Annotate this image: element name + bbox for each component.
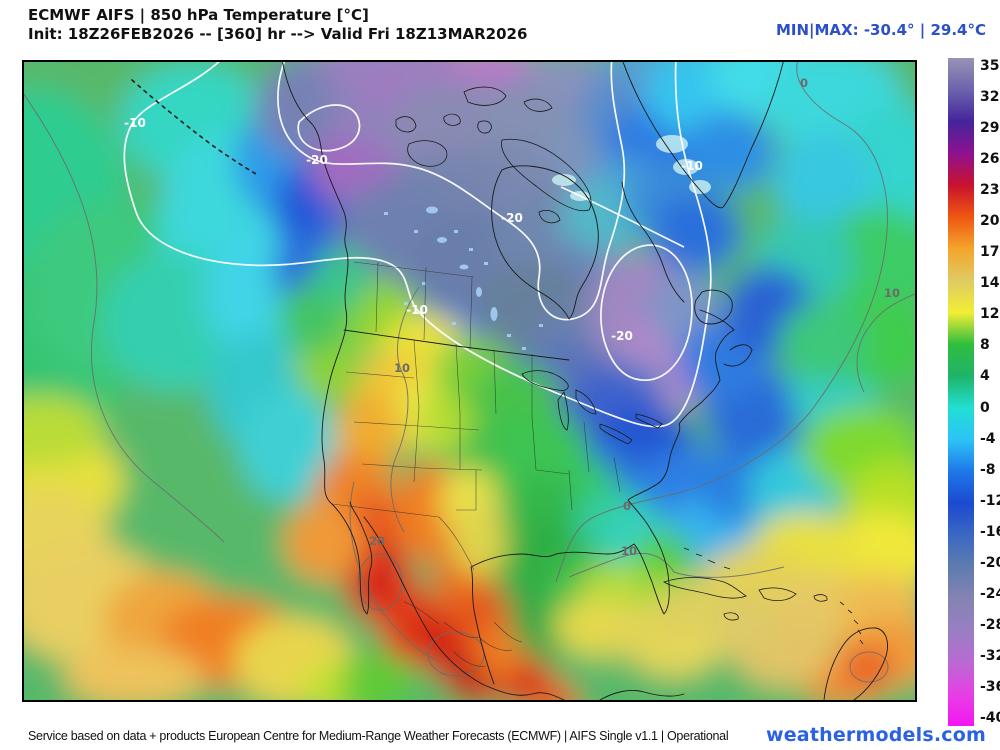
- colorbar-tick: -36: [980, 678, 1000, 695]
- colorbar-tick: 17: [980, 244, 1000, 261]
- colorbar-tick: 14: [980, 275, 1000, 292]
- contour-label: 0: [800, 76, 808, 90]
- contour-label: 10: [884, 286, 900, 300]
- colorbar-tick: 35: [980, 58, 1000, 74]
- title-block: ECMWF AIFS | 850 hPa Temperature [°C] In…: [28, 6, 527, 44]
- caribbean-islands: [663, 547, 864, 645]
- contour-label: -10: [406, 303, 428, 317]
- colorbar-tick: 20: [980, 213, 1000, 230]
- weathermodels-logo[interactable]: weathermodels.com: [765, 724, 986, 746]
- temperature-field: [24, 62, 915, 700]
- contour-label: -20: [501, 211, 523, 225]
- colorbar-tick: 12: [980, 306, 1000, 323]
- colorbar-tick: -12: [980, 492, 1000, 509]
- map-canvas[interactable]: -10 -20 -20 -10 -20 -10 0 10 10 0 10 20: [22, 60, 917, 702]
- colorbar-tick: -20: [980, 554, 1000, 571]
- colorbar-tick: -4: [980, 430, 996, 447]
- contour-label: -20: [306, 153, 328, 167]
- contour-label: -20: [611, 329, 633, 343]
- colorbar-tick: 0: [980, 399, 990, 416]
- colorbar-tick: 29: [980, 120, 1000, 137]
- contour-label: 10: [621, 544, 637, 558]
- arctic-islands: [395, 86, 592, 224]
- colorbar-tick-labels: 35 32 29 26 23 20 17 14 12 8 4 0 -4 -8 -12 -16 -20 -24 -28…: [980, 58, 1000, 726]
- colorbar-tick: -32: [980, 647, 1000, 664]
- contour-labels: -10 -20 -20 -10 -20 -10 0 10 10 0 10 20: [124, 76, 900, 558]
- contour-label: 20: [369, 534, 385, 548]
- colorbar-tick: -40: [980, 710, 1000, 726]
- map-title: ECMWF AIFS | 850 hPa Temperature [°C]: [28, 6, 369, 24]
- colorbar-tick: -8: [980, 461, 996, 478]
- colorbar-tick: 8: [980, 337, 990, 354]
- contour-label: -10: [681, 159, 703, 173]
- map-init-valid: Init: 18Z26FEB2026 -- [360] hr --> Valid…: [28, 25, 528, 43]
- attribution-text: Service based on data + products Europea…: [28, 729, 729, 743]
- great-lakes: [521, 370, 663, 445]
- temperature-map: -10 -20 -20 -10 -20 -10 0 10 10 0 10 20: [24, 62, 915, 700]
- contour-label: 0: [623, 499, 631, 513]
- minmax-readout: MIN|MAX: -30.4° | 29.4°C: [775, 21, 986, 39]
- contour-label: -10: [124, 116, 146, 130]
- lake-speckles: [384, 206, 543, 350]
- colorbar-tick: 26: [980, 151, 1000, 168]
- colorbar-tick: 23: [980, 182, 1000, 199]
- colorbar-tick: 4: [980, 368, 990, 385]
- coastlines: [131, 62, 888, 700]
- footer: Service based on data + products Europea…: [0, 722, 1000, 748]
- state-borders: [331, 261, 621, 667]
- white-contours: [123, 62, 712, 428]
- temperature-colorbar: [948, 58, 974, 726]
- colorbar-tick: -24: [980, 585, 1000, 602]
- colorbar-tick: -28: [980, 616, 1000, 633]
- contour-label: 10: [394, 361, 410, 375]
- colorbar-tick: 32: [980, 89, 1000, 106]
- colorbar-tick: -16: [980, 523, 1000, 540]
